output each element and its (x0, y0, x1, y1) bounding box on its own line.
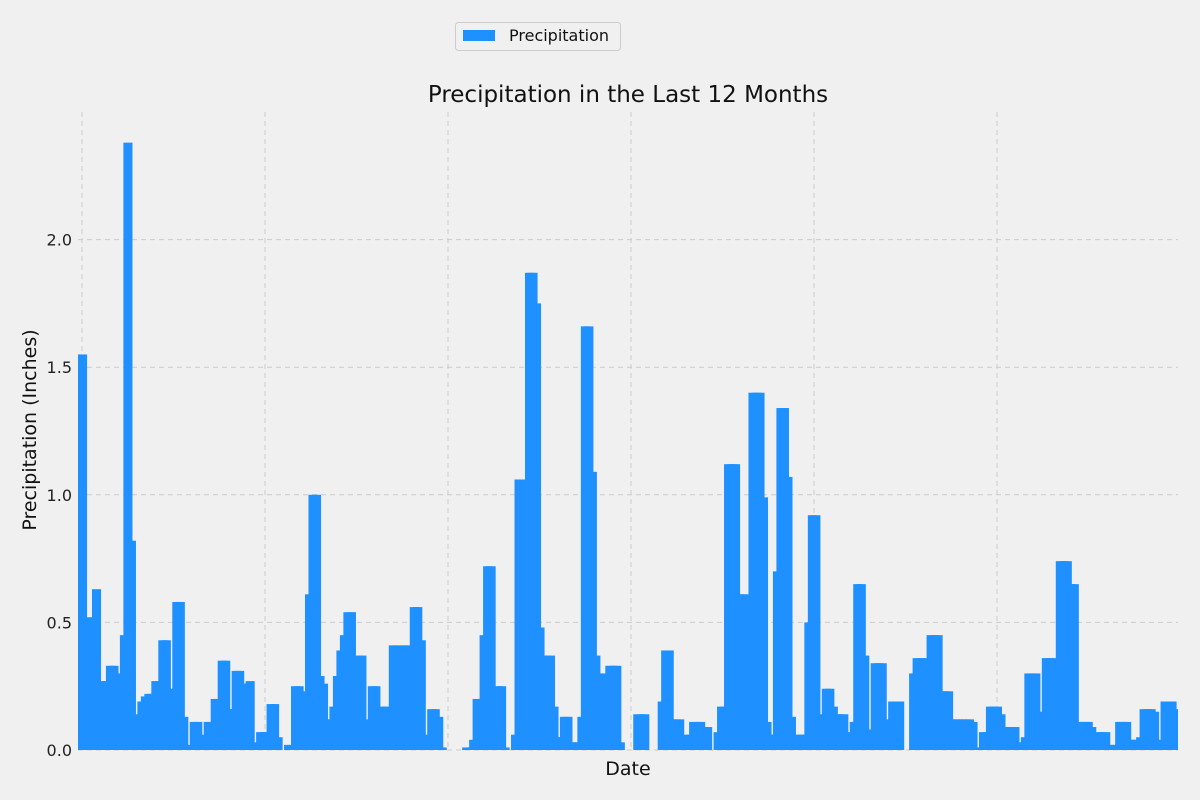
precipitation-bar (179, 716, 189, 750)
precipitation-bar (123, 142, 133, 750)
y-tick-label: 1.0 (47, 486, 72, 505)
precipitation-bar (612, 665, 622, 750)
precipitation-bar (1048, 658, 1058, 750)
precipitation-bar (587, 471, 597, 750)
precipitation-bar (434, 716, 444, 750)
bars-layer (78, 142, 1178, 750)
precipitation-bar (563, 716, 573, 750)
x-axis-label: Date (605, 758, 650, 780)
precipitation-bar (811, 515, 821, 750)
precipitation-bar (175, 601, 185, 750)
precipitation-bar (91, 589, 102, 750)
precipitation-bar (193, 721, 203, 750)
precipitation-bar (640, 714, 650, 750)
precipitation-bar (273, 737, 283, 750)
precipitation-bar (437, 747, 447, 750)
y-tick-label: 0.0 (47, 741, 72, 760)
precipitation-bar (1101, 732, 1111, 750)
grid-layer (78, 112, 1178, 751)
precipitation-bar (518, 479, 528, 750)
ticks-layer: 0.0 0.5 1.0 1.5 2.0 (47, 231, 72, 760)
precipitation-bar (78, 354, 88, 750)
precipitation-bar (783, 476, 793, 750)
legend: Precipitation (455, 22, 621, 51)
y-tick-label: 2.0 (47, 231, 72, 250)
precipitation-bar (416, 640, 426, 750)
precipitation-bar (703, 727, 713, 750)
chart-title: Precipitation in the Last 12 Months (428, 82, 828, 108)
precipitation-bar (270, 704, 280, 750)
y-axis-label: Precipitation (Inches) (19, 329, 41, 530)
legend-box (455, 22, 621, 51)
precipitation-bar (1010, 727, 1020, 750)
y-tick-label: 0.5 (47, 613, 72, 632)
precipitation-bar (545, 655, 556, 750)
precipitation-bar (675, 719, 685, 750)
precipitation-bar (996, 714, 1006, 750)
precipitation-bar (221, 660, 231, 750)
precipitation-bar (549, 706, 559, 750)
precipitation-bar (664, 650, 674, 750)
precipitation-bar (531, 303, 542, 750)
precipitation-bar (758, 497, 769, 750)
precipitation-bar (1174, 716, 1178, 750)
y-tick-label: 1.5 (47, 358, 72, 377)
legend-label: Precipitation (509, 26, 609, 45)
precipitation-bar (860, 655, 870, 750)
precipitation-bar (420, 734, 430, 750)
precipitation-bar (615, 742, 625, 750)
precipitation-bar (182, 744, 192, 750)
precipitation-bar (497, 686, 507, 750)
precipitation-bar (598, 673, 608, 750)
precipitation-bar (346, 612, 356, 750)
precipitation-bar (839, 714, 849, 750)
precipitation-bar (294, 686, 304, 750)
precipitation-bar (877, 663, 887, 750)
precipitation-bar (371, 686, 381, 750)
precipitation-bar (245, 681, 255, 750)
precipitation-bar (1122, 721, 1132, 750)
precipitation-bar (1150, 711, 1160, 750)
precipitation-bar (1069, 584, 1079, 750)
precipitation-bar (968, 721, 978, 750)
legend-swatch (463, 30, 495, 41)
precipitation-bar (249, 742, 259, 750)
precipitation-bar (1153, 739, 1163, 750)
precipitation-bar (895, 701, 905, 750)
precipitation-bar (311, 494, 322, 750)
precipitation-bar (357, 655, 367, 750)
precipitation-bar (500, 747, 510, 750)
precipitation-bar (786, 716, 796, 750)
precipitation-bar (126, 540, 136, 750)
precipitation-bar (318, 683, 329, 750)
precipitation-bar (486, 566, 496, 750)
